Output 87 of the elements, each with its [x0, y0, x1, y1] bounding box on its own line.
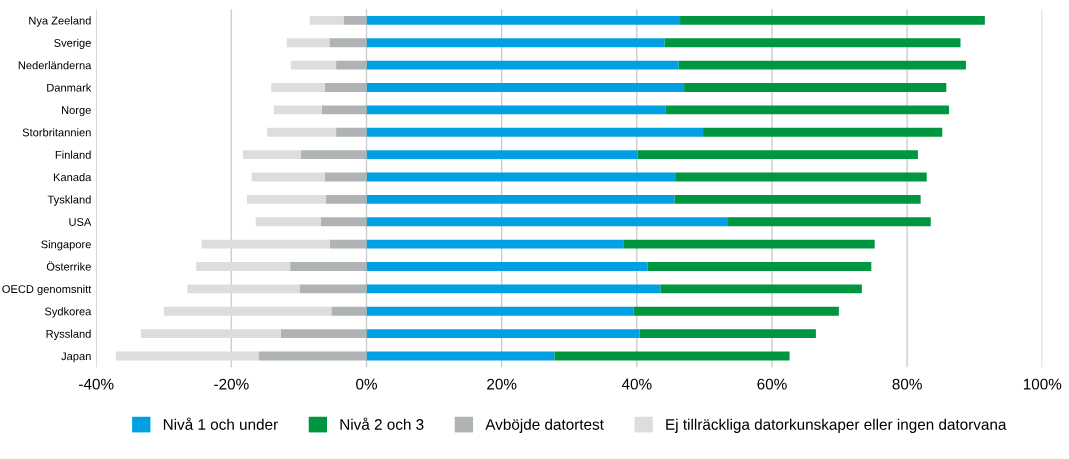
- bar: [647, 262, 872, 271]
- bar: [325, 194, 367, 204]
- bar: [366, 306, 634, 316]
- bar: [639, 329, 816, 339]
- bar: [703, 127, 943, 137]
- y-tick-label: Tyskland: [47, 195, 91, 206]
- x-tick-label: 0%: [356, 378, 378, 390]
- bar: [201, 239, 331, 249]
- bar: [637, 150, 918, 160]
- bar: [366, 262, 648, 271]
- bar: [267, 127, 337, 137]
- bar: [366, 15, 681, 25]
- x-tick-label: 60%: [757, 378, 787, 390]
- bar: [321, 105, 367, 115]
- bar: [309, 15, 344, 25]
- bar: [684, 83, 947, 92]
- bar: [366, 83, 685, 92]
- bar: [271, 83, 325, 92]
- y-tick-label: Nederländerna: [18, 61, 92, 70]
- bar: [554, 351, 790, 361]
- y-tick-label: Ryssland: [46, 329, 91, 340]
- y-tick-label: Norge: [62, 106, 91, 117]
- bar: [366, 329, 640, 339]
- bar: [366, 60, 679, 70]
- bar: [320, 217, 367, 227]
- bar: [366, 38, 665, 48]
- bar: [273, 105, 322, 115]
- y-tick-label: USA: [69, 218, 92, 226]
- bar: [196, 262, 291, 271]
- x-tick-label: -40%: [79, 378, 114, 390]
- y-tick-label: Singapore: [41, 240, 91, 251]
- y-tick-label: Nya Zeeland: [29, 16, 91, 27]
- legend-label: Avböjde datortest: [485, 418, 604, 433]
- bar: [366, 127, 704, 137]
- bar: [286, 38, 330, 48]
- x-tick-label: -20%: [214, 378, 249, 390]
- bar: [258, 351, 367, 361]
- bar: [324, 83, 367, 92]
- bar: [674, 194, 921, 204]
- bar: [324, 172, 367, 182]
- bar: [255, 217, 321, 227]
- bar: [290, 262, 367, 271]
- bar: [366, 150, 638, 160]
- bar: [665, 105, 950, 115]
- legend-label: Nivå 1 och under: [163, 417, 278, 430]
- x-tick-label: 100%: [1023, 378, 1062, 390]
- bar: [660, 284, 862, 294]
- bar: [366, 105, 666, 115]
- bar: [336, 127, 367, 137]
- bar: [329, 38, 367, 48]
- bar: [163, 306, 332, 316]
- bar: [331, 306, 367, 316]
- bar: [366, 194, 675, 204]
- bar: [343, 15, 367, 25]
- y-tick-label: Japan: [61, 352, 91, 363]
- y-tick-label: Kanada: [53, 172, 92, 182]
- x-tick-label: 80%: [892, 378, 922, 390]
- x-tick-label: 40%: [621, 378, 652, 390]
- bar: [678, 60, 966, 70]
- legend-label: Nivå 2 och 3: [340, 417, 424, 430]
- y-tick-label: Danmark: [47, 83, 92, 92]
- legend-label: Ej tillräckliga datorkunskaper eller ingen datorvana: [666, 418, 1007, 433]
- bar: [366, 239, 624, 249]
- y-tick-label: Österrike: [46, 261, 91, 271]
- bar: [728, 217, 931, 227]
- y-tick-label: Sverige: [54, 38, 91, 50]
- bar: [366, 284, 661, 294]
- bar: [246, 194, 326, 204]
- x-tick-label: 20%: [487, 378, 517, 390]
- bar: [623, 239, 875, 249]
- bar: [680, 15, 985, 25]
- bar: [280, 329, 367, 339]
- bar: [366, 217, 729, 227]
- bar: [140, 329, 281, 339]
- bar: [242, 150, 301, 160]
- bar: [187, 284, 300, 294]
- y-tick-label: Storbritannien: [22, 128, 91, 137]
- bar: [664, 38, 961, 48]
- y-tick-label: Finland: [55, 150, 91, 159]
- bar: [633, 306, 839, 316]
- bar: [299, 284, 367, 294]
- y-tick-label: Sydkorea: [44, 307, 92, 318]
- bar: [330, 239, 367, 249]
- bar: [336, 60, 367, 70]
- bar: [290, 60, 337, 70]
- y-tick-label: OECD genomsnitt: [2, 284, 92, 296]
- bar: [300, 150, 367, 160]
